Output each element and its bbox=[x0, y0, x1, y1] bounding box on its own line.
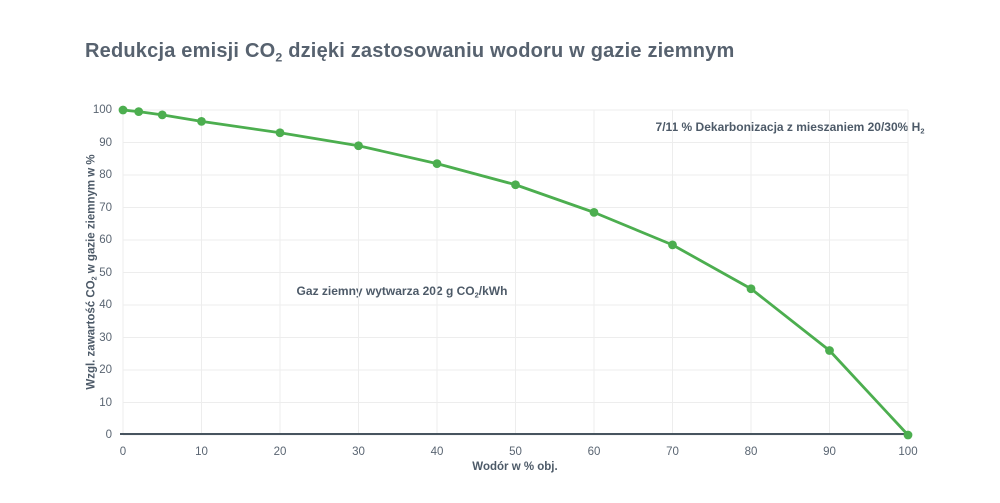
y-tick-label: 40 bbox=[99, 299, 112, 311]
x-axis-title: Wodór w % obj. bbox=[472, 461, 558, 473]
x-axis-tick-labels: 0 10 20 30 40 50 60 70 80 90 100 bbox=[119, 446, 918, 460]
x-tick-label: 40 bbox=[430, 446, 444, 458]
chart-title-subscript: 2 bbox=[275, 50, 283, 65]
annotation-decarbonization-subscript: 2 bbox=[920, 126, 925, 136]
annotation-natural-gas-subscript: 2 bbox=[474, 290, 479, 300]
data-point bbox=[118, 105, 128, 115]
y-tick-label: 30 bbox=[99, 331, 112, 344]
data-point bbox=[511, 180, 520, 190]
data-point bbox=[589, 207, 599, 217]
annotation-natural-gas-text: Gaz ziemny wytwarza 202 g CO bbox=[296, 284, 475, 298]
y-tick-label: 70 bbox=[99, 201, 112, 214]
y-tick-label: 60 bbox=[99, 234, 112, 246]
x-tick-label: 30 bbox=[352, 446, 365, 458]
y-tick-label: 20 bbox=[99, 364, 112, 376]
y-tick-label: 100 bbox=[92, 104, 112, 116]
data-point bbox=[746, 284, 756, 294]
data-point bbox=[197, 116, 206, 126]
plot-area bbox=[118, 105, 913, 440]
annotation-decarbonization: 7/11 % Dekarbonizacja z mieszaniem 20/30… bbox=[656, 120, 925, 136]
data-point bbox=[134, 107, 144, 117]
chart-title-text: Redukcja emisji CO bbox=[85, 40, 276, 62]
data-point bbox=[157, 110, 167, 120]
x-tick-label: 70 bbox=[666, 446, 679, 458]
x-tick-label: 60 bbox=[587, 446, 601, 458]
data-point bbox=[668, 240, 677, 250]
x-tick-label: 20 bbox=[273, 446, 287, 458]
x-tick-label: 0 bbox=[119, 446, 127, 458]
y-axis-tick-labels: 0 10 20 30 40 50 60 70 80 90 100 bbox=[70, 104, 112, 441]
y-tick-label: 90 bbox=[99, 136, 112, 149]
x-tick-label: 90 bbox=[823, 446, 836, 458]
y-tick-label: 10 bbox=[99, 396, 112, 409]
annotation-natural-gas: Gaz ziemny wytwarza 202 g CO2/kWh bbox=[297, 284, 508, 300]
data-point bbox=[354, 141, 363, 151]
x-tick-label: 10 bbox=[195, 446, 208, 458]
x-tick-label: 50 bbox=[509, 446, 522, 458]
data-point bbox=[275, 128, 285, 138]
chart-title: Redukcja emisji CO2 dzięki zastosowaniu … bbox=[85, 40, 734, 64]
y-tick-label: 80 bbox=[99, 169, 112, 181]
data-point bbox=[903, 430, 913, 440]
annotation-decarbonization-text: 7/11 % Dekarbonizacja z mieszaniem 20/30… bbox=[655, 120, 921, 134]
x-tick-label: 80 bbox=[744, 446, 758, 458]
data-point bbox=[432, 159, 442, 169]
y-tick-label: 0 bbox=[105, 429, 112, 441]
line-chart-svg bbox=[118, 105, 913, 440]
x-tick-label: 100 bbox=[898, 446, 918, 458]
y-tick-label: 50 bbox=[99, 266, 112, 279]
chart-title-text-end: dzięki zastosowaniu wodoru w gazie ziemn… bbox=[282, 40, 735, 62]
data-point bbox=[825, 346, 834, 355]
annotation-natural-gas-text-end: /kWh bbox=[478, 284, 508, 298]
